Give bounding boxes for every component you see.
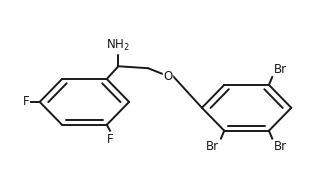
- Text: Br: Br: [206, 140, 219, 152]
- Text: O: O: [164, 70, 172, 83]
- Text: F: F: [107, 133, 114, 146]
- Text: F: F: [23, 95, 30, 108]
- Text: Br: Br: [274, 140, 287, 152]
- Text: NH$_2$: NH$_2$: [107, 37, 130, 53]
- Text: Br: Br: [274, 63, 287, 76]
